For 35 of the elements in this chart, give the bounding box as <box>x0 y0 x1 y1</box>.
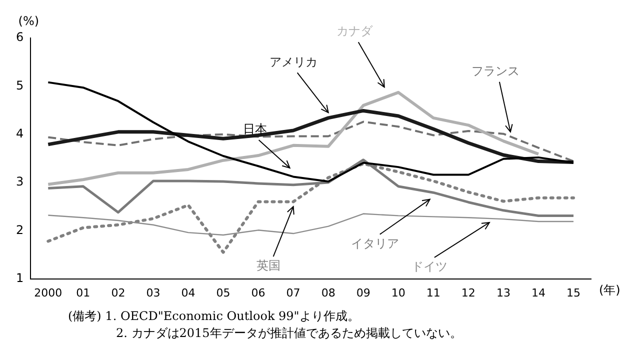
text: カナダ <box>336 24 374 38</box>
x-tick-label: 04 <box>181 286 196 300</box>
y-tick-label: 5 <box>16 78 24 92</box>
x-tick-label: 01 <box>76 286 90 300</box>
text: 2. カナダは2015年データが推計値であるため掲載していない。 <box>115 325 463 342</box>
y-tick-label: 3 <box>16 174 24 189</box>
text: アメリカ <box>269 54 318 69</box>
x-tick-label: 02 <box>111 286 126 300</box>
text: 日本 <box>242 122 267 136</box>
x-axis-title: (年) <box>599 282 620 297</box>
y-tick-label: 6 <box>16 30 24 44</box>
y-axis-title: (%) <box>18 14 40 28</box>
x-tick-label: 14 <box>531 286 546 300</box>
x-tick-label: 08 <box>321 286 336 300</box>
line-series <box>47 120 574 162</box>
y-tick-label: 1 <box>16 270 24 285</box>
x-tick-label: 12 <box>461 286 476 300</box>
text: ドイツ <box>411 260 448 274</box>
x-tick-label: 11 <box>426 286 440 300</box>
x-tick-label: 09 <box>356 286 370 300</box>
y-tick-label: 4 <box>16 126 24 140</box>
line-series <box>46 162 575 254</box>
x-tick-label: 13 <box>496 286 510 300</box>
x-tick-label: 03 <box>146 286 160 300</box>
y-tick-label: 2 <box>16 222 24 237</box>
text: フランス <box>471 64 520 78</box>
text: 英国 <box>256 258 280 273</box>
x-tick-label: 06 <box>251 286 266 300</box>
x-tick-label: 05 <box>216 286 230 300</box>
x-tick-label: 2000 <box>34 286 62 300</box>
x-tick-label: 15 <box>566 286 580 300</box>
x-tick-label: 10 <box>391 286 406 300</box>
x-tick-label: 07 <box>286 286 300 300</box>
text: (備考) 1. OECD"Economic Outlook 99"より作成。 <box>68 308 360 325</box>
text: イタリア <box>350 236 399 250</box>
